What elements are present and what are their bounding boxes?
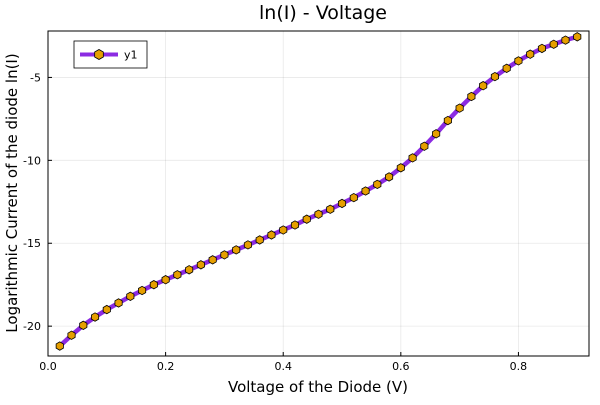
y-tick-label: -20 xyxy=(23,320,41,333)
series-y1-point xyxy=(149,280,158,290)
series-y1-point xyxy=(549,39,558,49)
series-y1-line xyxy=(57,34,580,349)
y-axis-ticks: -20 -15 -10 -5 xyxy=(23,71,52,333)
series-y1-point xyxy=(55,341,64,351)
series-y1-point xyxy=(91,312,100,322)
chart-title: ln(I) - Voltage xyxy=(259,2,387,24)
x-axis-ticks: 0.0 0.2 0.4 0.6 0.8 xyxy=(39,352,527,373)
legend-label: y1 xyxy=(124,49,138,62)
legend: y1 xyxy=(73,40,148,69)
series-y1-point xyxy=(67,330,76,340)
series-y1-point xyxy=(432,129,441,139)
series-y1-point xyxy=(185,265,194,275)
series-y1-point xyxy=(161,275,170,285)
series-y1-point xyxy=(467,91,476,102)
series-y1-point xyxy=(314,209,323,219)
series-y1-point xyxy=(561,35,570,45)
series-y1-point xyxy=(279,225,288,235)
series-y1-point xyxy=(526,49,535,59)
series-y1-point xyxy=(114,298,123,308)
series-y1-point xyxy=(361,186,370,196)
series-y1-point xyxy=(455,103,464,113)
series-y1-point xyxy=(420,141,429,151)
x-tick-label: 0.0 xyxy=(39,360,57,373)
y-tick-label: -5 xyxy=(30,71,41,84)
series-y1-point xyxy=(255,235,264,245)
series-y1-point xyxy=(138,285,147,296)
y-axis-label: Logarithmic Current of the diode ln(I) xyxy=(3,53,21,332)
series-y1-point xyxy=(220,250,229,260)
series-y1-point xyxy=(208,255,217,265)
series-y1-point xyxy=(537,43,546,54)
series-y1-point xyxy=(79,320,88,330)
x-axis-label: Voltage of the Diode (V) xyxy=(228,378,408,396)
series-y1-point xyxy=(232,245,241,255)
series-y1-point xyxy=(408,153,417,163)
x-tick-label: 0.2 xyxy=(157,360,175,373)
legend-marker-swatch xyxy=(94,49,104,60)
series-y1-point xyxy=(396,163,405,173)
series-y1-point xyxy=(385,172,394,182)
series-layer xyxy=(57,34,580,349)
x-tick-label: 0.4 xyxy=(274,360,292,373)
series-y1-point xyxy=(243,240,252,250)
series-y1-point xyxy=(373,179,382,190)
x-tick-label: 0.8 xyxy=(510,360,528,373)
grid-lines xyxy=(47,31,589,356)
series-y1-point xyxy=(479,81,488,91)
series-y1-point xyxy=(349,192,358,203)
markers-layer xyxy=(55,32,582,351)
series-y1-point xyxy=(267,230,276,240)
series-y1-point xyxy=(443,115,452,126)
series-y1-point xyxy=(290,220,300,230)
series-y1-point xyxy=(196,260,205,270)
x-tick-label: 0.6 xyxy=(392,360,410,373)
series-y1-point xyxy=(337,198,347,209)
plot-frame xyxy=(47,30,590,357)
series-y1-point xyxy=(102,304,111,315)
y-tick-label: -10 xyxy=(23,154,41,167)
series-y1-point xyxy=(302,214,311,224)
y-tick-label: -15 xyxy=(23,237,41,250)
series-y1-point xyxy=(502,63,511,73)
series-y1-point xyxy=(326,204,335,214)
series-y1-point xyxy=(126,291,135,301)
series-y1-point xyxy=(490,71,499,82)
series-y1-point xyxy=(173,270,182,280)
series-y1-point xyxy=(514,56,523,66)
series-y1-point xyxy=(573,32,582,42)
